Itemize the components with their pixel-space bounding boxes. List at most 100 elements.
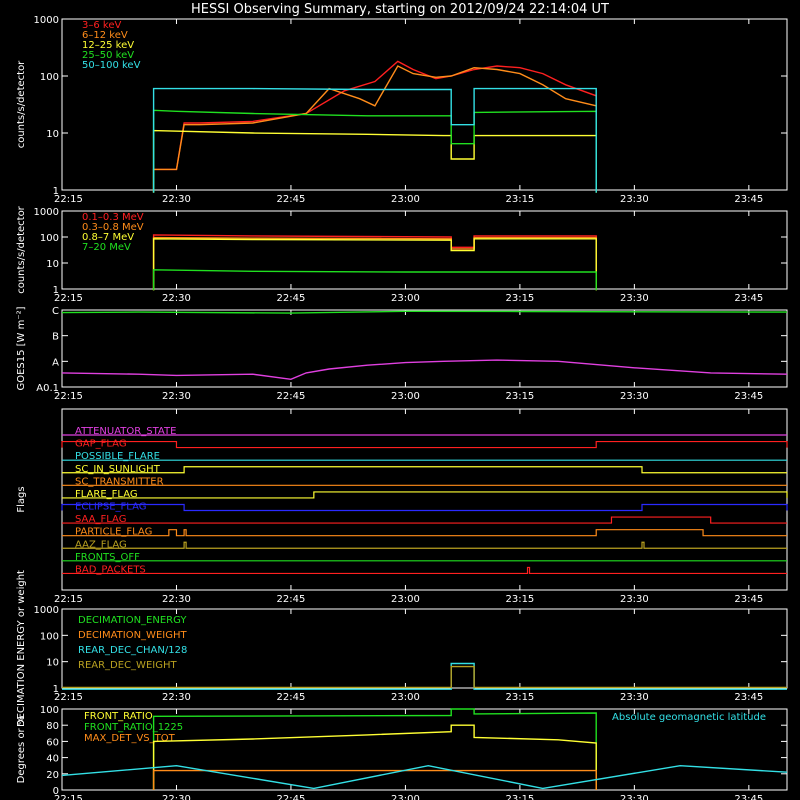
flag-trace xyxy=(61,440,788,449)
series-line xyxy=(61,764,788,790)
y-tick-label: 100 xyxy=(40,233,59,244)
x-tick-label: 22:15 xyxy=(54,194,83,205)
flag-label: FLARE_FLAG xyxy=(75,489,138,500)
x-tick-label: 22:45 xyxy=(277,194,306,205)
series-line xyxy=(62,662,787,690)
x-tick-label: 22:45 xyxy=(277,293,306,304)
legend-entry: FRONT_RATIO_1225 xyxy=(84,722,183,733)
x-tick-label: 22:45 xyxy=(277,391,306,402)
panel-frame xyxy=(61,408,788,591)
legend-entry: 0.8–7 MeV xyxy=(82,232,134,243)
x-tick-label: 22:30 xyxy=(162,594,191,605)
y-tick-label: 10 xyxy=(46,259,59,270)
x-tick-label: 23:30 xyxy=(620,391,649,402)
flag-label: BAD_PACKETS xyxy=(75,564,146,575)
x-tick-label: 23:30 xyxy=(620,692,649,703)
y-tick-label: 20 xyxy=(46,770,59,781)
legend-entry: DECIMATION_WEIGHT xyxy=(78,630,187,641)
y-tick-label: A xyxy=(52,357,59,368)
series-line xyxy=(152,60,597,193)
flag-label: SC_TRANSMITTER xyxy=(75,476,164,487)
x-tick-label: 23:30 xyxy=(620,194,649,205)
legend-entry: REAR_DEC_CHAN/128 xyxy=(78,645,187,656)
x-tick-label: 22:15 xyxy=(54,391,83,402)
y-tick-label: 40 xyxy=(46,754,59,765)
flag-label: SC_IN_SUNLIGHT xyxy=(75,464,161,475)
flag-label: PARTICLE_FLAG xyxy=(75,527,152,538)
series-line xyxy=(152,769,597,790)
flag-label: GAP_FLAG xyxy=(75,439,127,450)
y-tick-label: 0 xyxy=(53,786,59,797)
legend-entry: FRONT_RATIO xyxy=(84,711,153,722)
x-tick-label: 23:30 xyxy=(620,794,649,800)
x-tick-label: 23:15 xyxy=(505,794,534,800)
flag-trace xyxy=(62,491,788,499)
x-tick-label: 22:15 xyxy=(54,594,83,605)
flag-label: ECLIPSE_FLAG xyxy=(75,502,146,513)
panel-frame xyxy=(61,210,788,290)
y-axis-label: DECIMATION ENERGY or weight xyxy=(16,570,27,727)
x-tick-label: 23:00 xyxy=(391,194,420,205)
y-tick-label: 1 xyxy=(53,684,59,695)
series-line xyxy=(152,238,597,291)
x-tick-label: 23:15 xyxy=(505,391,534,402)
series-line xyxy=(152,65,597,193)
series-line xyxy=(152,234,597,291)
flag-label: POSSIBLE_FLARE xyxy=(75,451,160,462)
series-line xyxy=(152,724,597,790)
y-tick-label: 1000 xyxy=(34,15,59,26)
y-tick-label: 1000 xyxy=(34,605,59,616)
flag-label: AAZ_FLAG xyxy=(75,539,127,550)
legend-entry: 6–12 keV xyxy=(82,30,128,41)
panel-frame xyxy=(61,708,788,791)
legend-entry: DECIMATION_ENERGY xyxy=(78,615,187,626)
y-axis-label: counts/s/detector xyxy=(16,60,27,148)
legend-entry: 12–25 keV xyxy=(82,40,134,51)
x-tick-label: 23:45 xyxy=(734,293,763,304)
flag-trace xyxy=(62,466,787,474)
x-tick-label: 22:15 xyxy=(54,794,83,800)
flag-label: FRONTS_OFF xyxy=(75,552,140,563)
legend-entry: 50–100 keV xyxy=(82,60,141,71)
x-tick-label: 23:15 xyxy=(505,293,534,304)
flag-trace xyxy=(61,503,788,512)
series-line xyxy=(152,708,597,790)
series-line xyxy=(152,109,597,193)
x-tick-label: 23:00 xyxy=(391,293,420,304)
x-tick-label: 23:30 xyxy=(620,293,649,304)
y-axis-label: Flags xyxy=(16,486,27,512)
x-tick-label: 22:30 xyxy=(162,692,191,703)
y-tick-label: 80 xyxy=(46,721,59,732)
x-tick-label: 23:00 xyxy=(391,594,420,605)
legend-entry: 0.3–0.8 MeV xyxy=(82,222,144,233)
x-tick-label: 22:15 xyxy=(54,293,83,304)
chart-title: HESSI Observing Summary, starting on 201… xyxy=(191,2,609,17)
series-line xyxy=(61,359,788,381)
y-tick-label: A0.1 xyxy=(36,383,59,394)
y-tick-label: B xyxy=(52,332,59,343)
flag-label: SAA_FLAG xyxy=(75,514,126,525)
series-line xyxy=(61,310,788,314)
panel-frame xyxy=(61,309,788,388)
y-axis-label: Degrees or % xyxy=(16,716,27,784)
x-tick-label: 23:30 xyxy=(620,594,649,605)
y-tick-label: 60 xyxy=(46,737,59,748)
legend-entry: REAR_DEC_WEIGHT xyxy=(78,660,177,671)
x-tick-label: 22:30 xyxy=(162,391,191,402)
flag-label: ATTENUATOR_STATE xyxy=(75,426,176,437)
x-tick-label: 22:45 xyxy=(277,794,306,800)
x-tick-label: 22:30 xyxy=(162,794,191,800)
x-tick-label: 22:15 xyxy=(54,692,83,703)
x-tick-label: 22:30 xyxy=(162,194,191,205)
flag-trace xyxy=(62,566,787,575)
y-tick-label: C xyxy=(52,306,59,317)
series-line xyxy=(152,236,597,291)
y-tick-label: 100 xyxy=(40,631,59,642)
series-line xyxy=(152,129,597,193)
x-tick-label: 23:45 xyxy=(734,692,763,703)
y-axis-label: GOES15 [W m⁻²] xyxy=(16,306,27,390)
x-tick-label: 23:00 xyxy=(391,794,420,800)
y-tick-label: 1000 xyxy=(34,207,59,218)
x-tick-label: 23:15 xyxy=(505,594,534,605)
